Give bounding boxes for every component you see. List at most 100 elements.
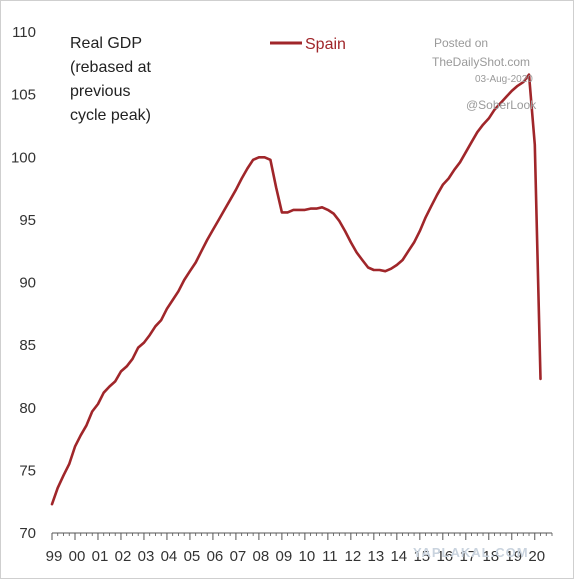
data-point (269, 158, 272, 161)
x-tick-label: 13 (367, 548, 384, 565)
x-tick-label: 14 (390, 548, 407, 565)
data-point (309, 207, 312, 210)
data-point (74, 445, 76, 448)
data-point (367, 266, 369, 269)
data-point (240, 177, 243, 180)
data-point (154, 325, 157, 328)
data-point (91, 410, 94, 413)
data-point (436, 193, 438, 196)
data-point (487, 117, 490, 120)
x-tick-label: 17 (459, 548, 476, 565)
watermark-yaplakal: YAPLAKAL.COM (413, 545, 529, 560)
x-tick-label: 00 (69, 548, 86, 565)
x-tick-label: 03 (138, 548, 155, 565)
legend: Spain (270, 36, 346, 53)
series-layer (50, 73, 542, 506)
data-point (160, 319, 163, 321)
data-point (539, 378, 542, 380)
data-point (62, 474, 65, 477)
y-tick-label: 85 (19, 337, 36, 354)
x-tick-label: 08 (253, 548, 270, 565)
data-point (384, 270, 387, 273)
x-tick-label: 20 (528, 548, 545, 565)
data-point (137, 346, 140, 349)
x-tick-label: 18 (482, 548, 499, 565)
data-point (235, 188, 237, 191)
data-point (430, 205, 433, 208)
x-tick-label: 02 (115, 548, 132, 565)
data-point (125, 365, 128, 368)
data-point (350, 241, 352, 244)
data-point (120, 370, 122, 373)
data-point (482, 123, 484, 126)
data-point (321, 206, 323, 209)
data-point (148, 334, 151, 336)
data-point (470, 141, 473, 144)
data-point (252, 158, 255, 161)
data-point (183, 279, 186, 281)
data-point (441, 183, 444, 186)
data-point (286, 211, 289, 214)
watermark-handle: @SoberLook (466, 98, 537, 112)
watermark-site: TheDailyShot.com (432, 55, 530, 69)
data-point (407, 250, 410, 253)
title-line: (rebased at (70, 59, 151, 76)
y-tick-label: 105 (11, 87, 36, 104)
data-point (361, 259, 364, 261)
data-point (499, 102, 502, 105)
data-point (395, 264, 398, 266)
data-point (171, 299, 174, 301)
data-point (212, 229, 214, 231)
data-point (372, 269, 375, 271)
data-point (413, 241, 415, 244)
x-tick-label: 99 (46, 548, 63, 565)
data-point (505, 96, 507, 98)
x-tick-label: 05 (184, 548, 201, 565)
title-line: previous (70, 83, 130, 100)
x-tick-label: 10 (299, 548, 316, 565)
data-point (246, 167, 249, 170)
data-point (522, 81, 525, 83)
data-point (102, 391, 105, 394)
watermark-date: 03-Aug-2020 (475, 74, 533, 85)
data-point (355, 251, 358, 254)
data-point (281, 211, 283, 214)
data-point (516, 85, 519, 87)
title-line: cycle peak) (70, 107, 151, 124)
data-point (292, 209, 295, 211)
data-point (533, 143, 536, 146)
x-tick-label: 01 (92, 548, 109, 565)
watermark: Posted on TheDailyShot.com 03-Aug-2020 @… (413, 36, 537, 560)
data-point (476, 131, 479, 134)
data-point (493, 108, 496, 111)
y-tick-label: 75 (19, 462, 36, 479)
data-point (217, 219, 220, 221)
data-point (424, 216, 427, 219)
watermark-posted-on: Posted on (434, 36, 488, 50)
data-point (327, 209, 329, 211)
data-point (68, 463, 71, 465)
data-point (166, 307, 168, 310)
y-axis-tick-labels: 70 75 80 85 90 95 100 105 110 (11, 24, 36, 542)
legend-label-spain: Spain (305, 36, 346, 53)
data-point (315, 207, 318, 210)
data-point (338, 220, 341, 223)
x-tick-label: 12 (345, 548, 362, 565)
data-point (344, 230, 346, 233)
chart-title: Real GDP (rebased at previous cycle peak… (70, 35, 151, 124)
data-point (453, 168, 456, 171)
x-tick-label: 11 (322, 548, 338, 565)
x-tick-label: 16 (436, 548, 453, 565)
x-tick-label: 06 (207, 548, 224, 565)
data-point (56, 487, 59, 489)
data-point (459, 161, 461, 164)
data-point (131, 358, 134, 360)
x-tick-label: 04 (161, 548, 178, 565)
x-tick-label: 19 (505, 548, 522, 565)
data-point (114, 380, 117, 383)
series-line-spain (50, 73, 542, 506)
data-point (97, 403, 99, 405)
data-point (447, 177, 450, 180)
data-point (79, 434, 82, 437)
